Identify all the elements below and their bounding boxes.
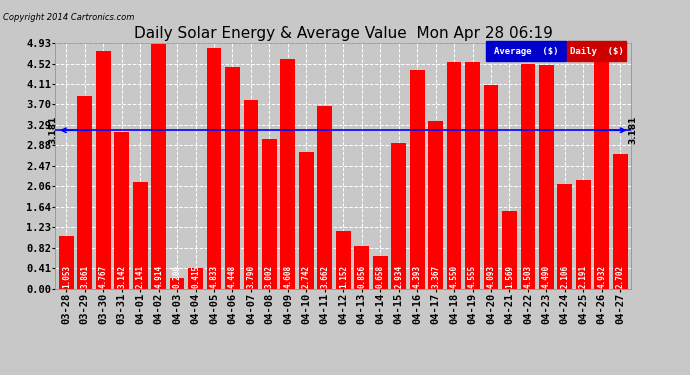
Bar (502, 211, 517, 289)
Bar (151, 44, 166, 289)
Text: 4.767: 4.767 (99, 265, 108, 288)
Text: 4.393: 4.393 (413, 265, 422, 288)
Bar (484, 85, 498, 289)
Text: 4.550: 4.550 (450, 265, 459, 288)
Text: 3.662: 3.662 (320, 265, 329, 288)
Text: 4.833: 4.833 (210, 265, 219, 288)
Bar (188, 268, 203, 289)
Text: 3.861: 3.861 (80, 265, 89, 288)
Text: 4.608: 4.608 (284, 265, 293, 288)
Text: 3.790: 3.790 (246, 265, 255, 288)
Bar (317, 106, 332, 289)
Text: 3.181: 3.181 (629, 116, 638, 144)
Bar (520, 64, 535, 289)
Bar (558, 184, 572, 289)
Text: 4.555: 4.555 (468, 265, 477, 288)
Text: 1.569: 1.569 (505, 265, 514, 288)
Text: 2.934: 2.934 (394, 265, 403, 288)
Text: 4.093: 4.093 (486, 265, 495, 288)
Bar (132, 182, 148, 289)
Text: 0.209: 0.209 (172, 265, 181, 288)
Bar (391, 142, 406, 289)
Bar (244, 100, 258, 289)
Text: 3.181: 3.181 (49, 116, 58, 144)
Text: 3.002: 3.002 (265, 265, 274, 288)
Bar (262, 139, 277, 289)
Bar (613, 154, 628, 289)
Bar (281, 59, 295, 289)
Text: Daily  ($): Daily ($) (570, 46, 623, 56)
Text: 2.141: 2.141 (136, 265, 145, 288)
Text: 0.415: 0.415 (191, 265, 200, 288)
Bar (465, 62, 480, 289)
Bar (539, 65, 554, 289)
Text: Average  ($): Average ($) (494, 46, 558, 56)
Text: 4.503: 4.503 (524, 265, 533, 288)
Bar (96, 51, 110, 289)
Text: 0.658: 0.658 (376, 265, 385, 288)
Title: Daily Solar Energy & Average Value  Mon Apr 28 06:19: Daily Solar Energy & Average Value Mon A… (134, 26, 553, 40)
Bar (115, 132, 129, 289)
Bar (299, 152, 314, 289)
Bar (225, 67, 240, 289)
Bar (59, 236, 74, 289)
Bar (77, 96, 92, 289)
Text: 4.932: 4.932 (598, 265, 607, 288)
Text: 4.448: 4.448 (228, 265, 237, 288)
Bar (206, 48, 221, 289)
Text: 2.106: 2.106 (560, 265, 569, 288)
Bar (410, 70, 424, 289)
Text: 1.152: 1.152 (339, 265, 348, 288)
Bar (446, 62, 462, 289)
Bar (170, 278, 184, 289)
Text: 3.142: 3.142 (117, 265, 126, 288)
Bar (594, 43, 609, 289)
Text: 2.742: 2.742 (302, 265, 310, 288)
Bar (373, 256, 388, 289)
Bar (355, 246, 369, 289)
Text: 2.191: 2.191 (579, 265, 588, 288)
Text: 0.856: 0.856 (357, 265, 366, 288)
Bar (336, 231, 351, 289)
Text: 1.053: 1.053 (62, 265, 71, 288)
Text: 4.490: 4.490 (542, 265, 551, 288)
Text: 3.367: 3.367 (431, 265, 440, 288)
Text: 4.914: 4.914 (154, 265, 163, 288)
Bar (428, 121, 443, 289)
Text: 2.702: 2.702 (615, 265, 624, 288)
Text: Copyright 2014 Cartronics.com: Copyright 2014 Cartronics.com (3, 13, 135, 22)
Bar (576, 180, 591, 289)
